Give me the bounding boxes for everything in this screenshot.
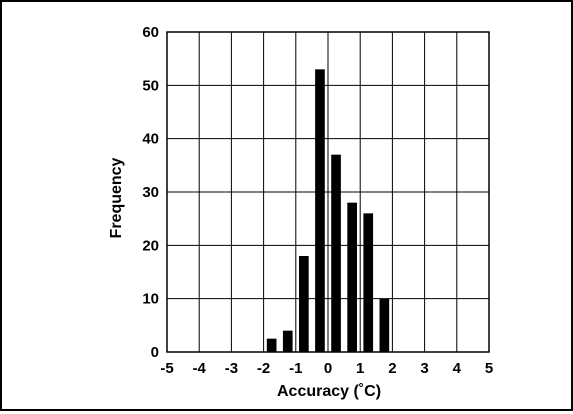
x-tick-label: 2 (388, 360, 396, 377)
x-tick-label: 5 (485, 360, 493, 377)
plot-border (166, 31, 490, 353)
y-tick-label: 30 (142, 184, 159, 201)
y-tick-labels: 0 10 20 30 40 50 60 (142, 24, 159, 361)
y-tick-label: 10 (142, 291, 159, 308)
y-tick-label: 0 (151, 344, 159, 361)
histogram-chart: -5 -4 -3 -2 -1 0 1 2 3 4 5 0 10 20 30 40 50 60 Accuracy … (108, 24, 493, 400)
x-tick-label: -2 (257, 360, 270, 377)
y-tick-label: 60 (142, 24, 159, 41)
bar (299, 256, 309, 352)
bar (379, 298, 390, 352)
y-tick-label: 20 (142, 237, 159, 254)
x-tick-label: -5 (160, 360, 173, 377)
x-axis-label: Accuracy (˚C) (277, 383, 381, 400)
y-tick-label: 50 (142, 77, 159, 94)
x-tick-label: 0 (324, 360, 332, 377)
grid-lines (167, 32, 489, 352)
y-axis-label: Frequency (108, 157, 125, 238)
bar (315, 69, 325, 352)
bar (363, 213, 374, 352)
bar (347, 202, 357, 352)
x-tick-label: -3 (225, 360, 238, 377)
bars (266, 69, 390, 352)
bar (266, 338, 277, 352)
x-tick-label: -1 (289, 360, 302, 377)
x-tick-label: 3 (420, 360, 428, 377)
x-tick-label: 4 (453, 360, 462, 377)
x-tick-label: -4 (193, 360, 207, 377)
x-tick-labels: -5 -4 -3 -2 -1 0 1 2 3 4 5 (160, 360, 493, 377)
bar (331, 154, 341, 352)
x-tick-label: 1 (356, 360, 364, 377)
y-tick-label: 40 (142, 131, 159, 148)
bar (282, 330, 293, 352)
